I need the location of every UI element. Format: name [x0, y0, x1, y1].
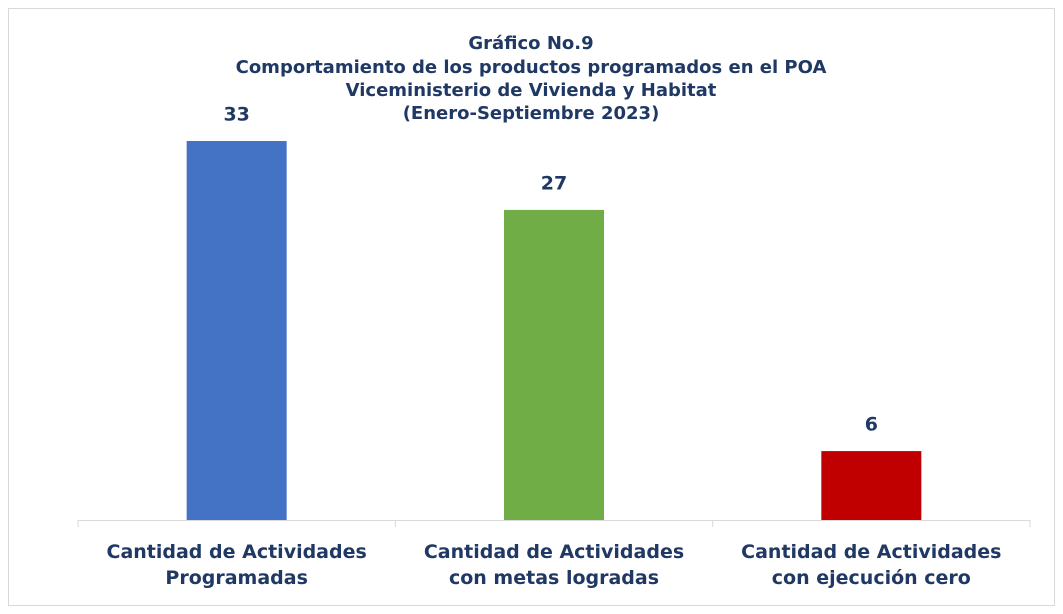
- chart-subtitle: (Enero-Septiembre 2023): [403, 103, 660, 124]
- chart-subtitle: Viceministerio de Vivienda y Habitat: [346, 80, 717, 101]
- bar: [504, 209, 604, 520]
- data-label: 33: [223, 104, 249, 126]
- bar: [186, 141, 287, 520]
- x-tick-label: Cantidad de Actividades con metas lograd…: [423, 541, 685, 589]
- chart-subtitle: Comportamiento de los productos programa…: [236, 57, 827, 78]
- chart-title: Gráfico No.9: [468, 33, 593, 54]
- bar: [821, 451, 922, 520]
- data-label: 27: [541, 172, 567, 194]
- x-tick-label: Cantidad de Actividades Programadas: [106, 541, 367, 589]
- x-tick-label: Cantidad de Actividades con ejecución ce…: [741, 541, 1002, 589]
- data-label: 6: [865, 414, 878, 436]
